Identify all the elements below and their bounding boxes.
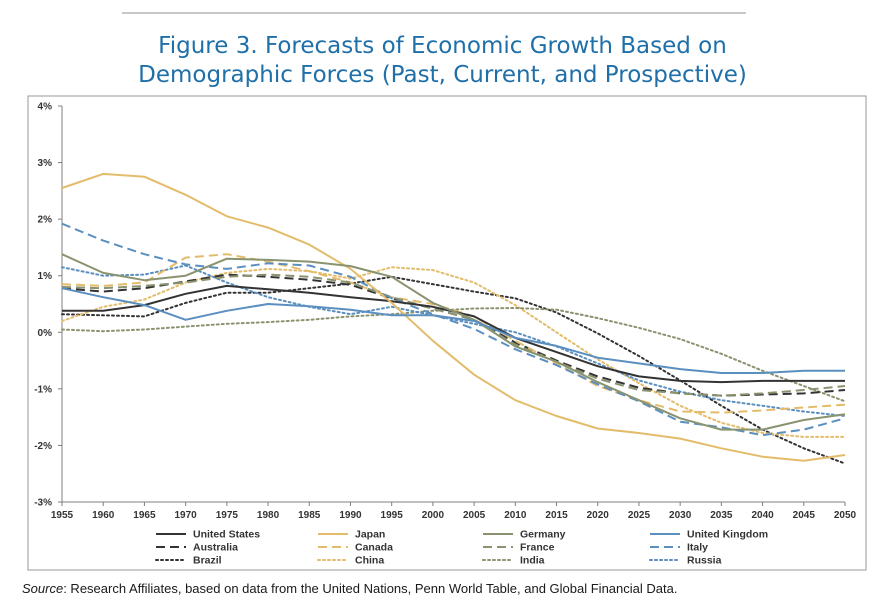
x-tick-label: 2045 <box>793 510 816 521</box>
legend-label-india: India <box>520 555 545 567</box>
x-tick-label: 2015 <box>545 510 568 521</box>
x-tick-label: 1965 <box>133 510 156 521</box>
legend-label-united-states: United States <box>193 529 260 541</box>
y-tick-label: -2% <box>34 441 52 452</box>
legend-label-australia: Australia <box>193 542 238 554</box>
series-line-brazil <box>61 275 846 465</box>
series-line-france <box>61 273 846 397</box>
series-line-germany <box>61 253 846 431</box>
x-tick-label: 2050 <box>834 510 857 521</box>
series-line-canada <box>61 253 846 414</box>
series-line-russia <box>61 264 846 417</box>
x-tick-label: 1975 <box>216 510 239 521</box>
legend-label-italy: Italy <box>687 542 708 554</box>
x-tick-label: 2025 <box>628 510 651 521</box>
series-line-united-kingdom <box>61 287 845 374</box>
x-tick-label: 2010 <box>504 510 527 521</box>
y-tick-label: 2% <box>38 215 53 226</box>
x-tick-label: 1995 <box>381 510 404 521</box>
y-tick-label: -1% <box>34 384 52 395</box>
series-line-italy <box>61 222 846 437</box>
x-tick-label: 1980 <box>257 510 280 521</box>
x-tick-label: 2035 <box>710 510 733 521</box>
top-rule <box>122 12 746 14</box>
source-note: Source: Research Affiliates, based on da… <box>22 581 677 596</box>
x-tick-label: 2005 <box>463 510 486 521</box>
x-tick-label: 2040 <box>751 510 774 521</box>
x-tick-label: 1960 <box>92 510 115 521</box>
x-tick-label: 1985 <box>298 510 321 521</box>
source-text: : Research Affiliates, based on data fro… <box>63 581 678 596</box>
series-line-japan <box>61 172 846 462</box>
series-line-united-states <box>62 284 845 384</box>
x-tick-label: 2000 <box>422 510 445 521</box>
y-tick-label: -3% <box>34 498 52 509</box>
legend-label-japan: Japan <box>355 529 385 541</box>
legend-label-china: China <box>355 555 384 567</box>
x-tick-label: 2020 <box>587 510 610 521</box>
y-tick-label: 1% <box>38 271 53 282</box>
y-tick-label: 4% <box>38 102 53 113</box>
series-line-australia <box>61 273 846 397</box>
x-tick-label: 1955 <box>51 510 74 521</box>
legend-label-brazil: Brazil <box>193 555 222 567</box>
x-tick-label: 2030 <box>669 510 692 521</box>
source-label: Source <box>22 581 64 596</box>
figure-title-line-1: Figure 3. Forecasts of Economic Growth B… <box>158 33 727 59</box>
legend-label-united-kingdom: United Kingdom <box>687 529 768 541</box>
series-line-india <box>61 307 846 403</box>
legend-label-germany: Germany <box>520 529 566 541</box>
chart-frame <box>27 95 867 571</box>
legend-label-canada: Canada <box>355 542 393 554</box>
figure-title-line-2: Demographic Forces (Past, Current, and P… <box>138 62 747 88</box>
legend-label-russia: Russia <box>687 555 722 567</box>
y-tick-label: 3% <box>38 158 53 169</box>
x-tick-label: 1970 <box>175 510 198 521</box>
legend-label-france: France <box>520 542 555 554</box>
x-tick-label: 1990 <box>339 510 362 521</box>
y-tick-label: 0% <box>38 328 53 339</box>
